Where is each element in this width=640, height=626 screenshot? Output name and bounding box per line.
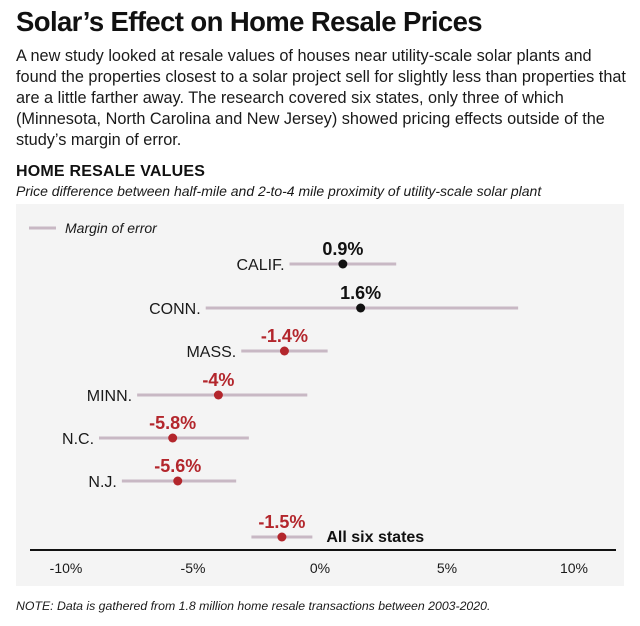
state-label-minn: MINN. [87,388,132,405]
state-label-mass: MASS. [186,344,236,361]
point-conn [356,303,366,313]
value-label-calif: 0.9% [322,239,363,259]
state-label-n-c: N.C. [62,431,94,448]
point-calif [338,259,348,269]
x-tick-label: -5% [181,560,206,576]
x-tick-label: 5% [437,560,457,576]
legend-label: Margin of error [65,220,158,236]
value-label-all-six-states: -1.5% [258,512,305,532]
point-minn [213,390,223,400]
state-label-conn: CONN. [149,301,201,318]
value-label-n-c: -5.8% [149,413,196,433]
intro-paragraph: A new study looked at resale values of h… [16,47,626,149]
chart-panel: Margin of error 0.9% CALIF. 1.6% CONN. -1.4% M… [16,204,624,586]
state-label-all-six-states: All six states [326,529,424,546]
page-title: Solar’s Effect on Home Resale Prices [16,6,483,37]
state-label-n-j: N.J. [88,474,116,491]
chart-area: Margin of error 0.9% CALIF. 1.6% CONN. -1.4% M… [29,220,616,576]
value-label-mass: -1.4% [261,326,308,346]
value-label-minn: -4% [202,370,234,390]
x-tick-label: 0% [310,560,330,576]
footnote: NOTE: Data is gathered from 1.8 million … [16,599,491,613]
point-n-j [173,476,183,486]
point-mass [279,346,289,356]
value-label-conn: 1.6% [340,283,381,303]
x-tick-label: 10% [560,560,588,576]
value-label-n-j: -5.6% [154,456,201,476]
state-label-calif: CALIF. [237,257,285,274]
point-all-six-states [277,532,287,542]
x-tick-label: -10% [50,560,83,576]
chart-title: HOME RESALE VALUES [16,163,206,180]
chart-subtitle: Price difference between half-mile and 2… [16,183,542,199]
point-n-c [168,433,178,443]
